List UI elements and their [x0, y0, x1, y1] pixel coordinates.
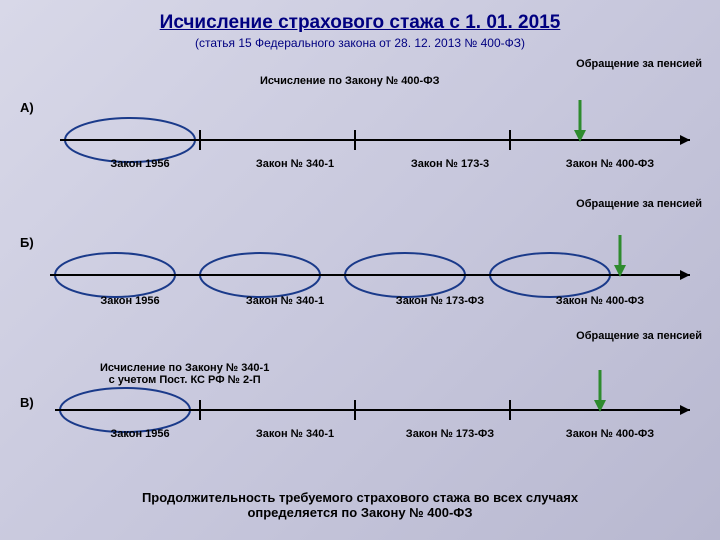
law-a-4: Закон № 400-ФЗ	[566, 158, 654, 170]
law-v-3: Закон № 173-ФЗ	[406, 428, 494, 440]
arrowhead-v	[680, 405, 690, 415]
arrowhead-a	[680, 135, 690, 145]
calc-label-a: Исчисление по Закону № 400-ФЗ	[260, 75, 440, 87]
law-a-3: Закон № 173-3	[411, 158, 489, 170]
law-b-1: Закон 1956	[100, 295, 159, 307]
arrowhead-b	[680, 270, 690, 280]
footer-line-1: Продолжительность требуемого страхового …	[142, 490, 578, 505]
page-title: Исчисление страхового стажа с 1. 01. 201…	[0, 0, 720, 34]
appeal-label-b: Обращение за пенсией	[576, 198, 702, 210]
law-b-4: Закон № 400-ФЗ	[556, 295, 644, 307]
law-v-2: Закон № 340-1	[256, 428, 334, 440]
footer-text: Продолжительность требуемого страхового …	[0, 490, 720, 520]
law-b-2: Закон № 340-1	[246, 295, 324, 307]
page-subtitle: (статья 15 Федерального закона от 28. 12…	[0, 36, 720, 50]
law-a-2: Закон № 340-1	[256, 158, 334, 170]
footer-line-2: определяется по Закону № 400-ФЗ	[247, 505, 472, 520]
law-a-1: Закон 1956	[110, 158, 169, 170]
appeal-label-v: Обращение за пенсией	[576, 330, 702, 342]
law-b-3: Закон № 173-ФЗ	[396, 295, 484, 307]
law-v-1: Закон 1956	[110, 428, 169, 440]
law-v-4: Закон № 400-ФЗ	[566, 428, 654, 440]
appeal-label-a: Обращение за пенсией	[576, 58, 702, 70]
